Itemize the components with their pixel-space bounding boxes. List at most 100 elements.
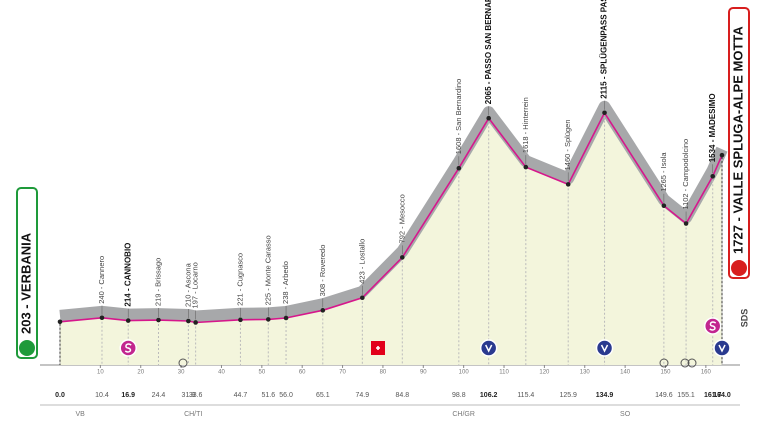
x-tick-label: 10	[97, 370, 104, 376]
x-tick-label: 130	[580, 370, 591, 376]
category-glyph	[709, 321, 717, 331]
icon	[178, 358, 188, 368]
category-glyph	[718, 344, 726, 353]
waypoint-label: 1102 - Campodolcino	[681, 139, 690, 210]
category-icon	[479, 339, 498, 357]
profile-area	[60, 112, 722, 365]
waypoint-label: 238 - Arbedo	[281, 261, 290, 304]
category-glyph	[124, 343, 132, 353]
km-label: 149.6	[655, 392, 673, 399]
waypoint-label: 1618 - Hinterrein	[521, 97, 530, 153]
category-icon	[713, 339, 731, 357]
km-label: 16.9	[121, 392, 135, 399]
km-label: 164.0	[713, 392, 731, 399]
waypoint	[400, 255, 405, 260]
x-tick-label: 100	[459, 370, 470, 376]
waypoint-label: 214 - CANNOBIO	[123, 243, 132, 307]
waypoint	[523, 164, 529, 170]
waypoint-label: 423 - Lostallo	[357, 239, 366, 284]
region-label: CH/GR	[452, 411, 475, 418]
x-tick-label: 40	[218, 370, 225, 376]
waypoint-label: 2065 - PASSO SAN BERNARDINO	[484, 0, 493, 104]
region-label: CH/TI	[184, 411, 202, 418]
x-tick-label: 60	[299, 370, 306, 376]
endpoint-label: 203 - VERBANIA	[18, 232, 33, 334]
endpoint-box	[728, 7, 750, 279]
icon	[680, 358, 690, 368]
km-label: 155.1	[677, 392, 695, 399]
km-label: 74.9	[356, 392, 370, 399]
endpoint-icon	[19, 340, 35, 356]
x-tick-label: 140	[620, 370, 631, 376]
waypoint	[125, 318, 131, 323]
x-tick-label: 20	[137, 370, 144, 376]
waypoint	[57, 319, 63, 325]
waypoint	[602, 110, 607, 116]
category-glyph	[485, 344, 493, 353]
waypoint	[360, 295, 365, 301]
waypoint	[565, 182, 571, 187]
km-label: 44.7	[234, 392, 248, 399]
x-tick-label: 80	[380, 370, 387, 376]
waypoint-label: 197 - Locarno	[191, 262, 200, 308]
swiss-cross	[376, 346, 380, 350]
region-label: SO	[620, 411, 631, 418]
waypoint	[186, 318, 191, 324]
endpoint-label: 1727 - VALLE SPLUGA-ALPE MOTTA	[730, 26, 745, 254]
waypoint-label: 1608 - San Bernardino	[454, 79, 463, 154]
waypoint	[265, 317, 271, 322]
waypoint	[320, 308, 326, 313]
waypoint	[661, 203, 667, 208]
category-icon	[595, 339, 614, 357]
waypoint	[283, 315, 289, 321]
km-label: 24.4	[152, 392, 166, 399]
waypoint-label: 221 - Cugnasco	[235, 253, 244, 306]
waypoint-label: 1265 - Isola	[659, 152, 668, 192]
waypoint	[486, 115, 491, 121]
x-tick-label: 90	[420, 370, 427, 376]
waypoint-label: 2115 - SPLÜGENPASS PASSO D. SPLUGA	[600, 0, 609, 99]
km-label: 10.4	[95, 392, 109, 399]
km-label: 33.6	[189, 392, 203, 399]
km-label: 115.4	[517, 392, 534, 399]
x-tick-label: 120	[539, 370, 550, 376]
km-label: 65.1	[316, 392, 330, 399]
waypoint-label: 1460 - Splügen	[563, 119, 572, 170]
waypoint	[719, 152, 725, 158]
km-label: 98.8	[452, 392, 466, 399]
km-label: 31.8	[182, 392, 196, 399]
km-label: 134.9	[596, 392, 614, 399]
waypoint	[456, 165, 462, 171]
waypoint-label: 1534 - MADESIMO	[708, 93, 717, 162]
km-label: 161.7	[704, 392, 722, 399]
km-label: 56.0	[279, 392, 293, 399]
km-label: 84.8	[395, 392, 409, 399]
waypoint	[99, 315, 105, 321]
waypoint	[683, 221, 689, 226]
icon	[659, 358, 669, 368]
waypoint-label: 240 - Cannero	[97, 256, 106, 304]
icon	[687, 358, 697, 368]
x-tick-label: 150	[660, 370, 671, 376]
region-label: VB	[76, 411, 86, 418]
x-tick-label: 70	[339, 370, 346, 376]
waypoint-label: 225 - Monte Carasso	[263, 235, 272, 305]
waypoint	[193, 320, 198, 325]
waypoint-label: 210 - Ascona	[183, 262, 192, 307]
waypoint-label: 219 - Brissago	[153, 258, 162, 306]
km-label: 0.0	[55, 392, 65, 399]
waypoint-label: 792 - Mesocco	[397, 194, 406, 243]
km-label: 51.6	[261, 392, 275, 399]
km-label: 106.2	[480, 392, 498, 399]
plot: 10 20 30 40 50 60 70 80 90 100 110 120 130 140 150 160 0…	[16, 0, 750, 418]
x-tick-label: 50	[258, 370, 265, 376]
x-tick-label: 160	[701, 370, 712, 376]
category-glyph	[600, 344, 609, 353]
x-tick-label: 30	[178, 370, 185, 376]
logo: SDS	[739, 309, 749, 328]
waypoint	[710, 173, 716, 179]
endpoint-icon	[731, 260, 747, 276]
waypoint	[238, 317, 243, 323]
waypoint-label: 308 - Roveredo	[318, 245, 327, 297]
